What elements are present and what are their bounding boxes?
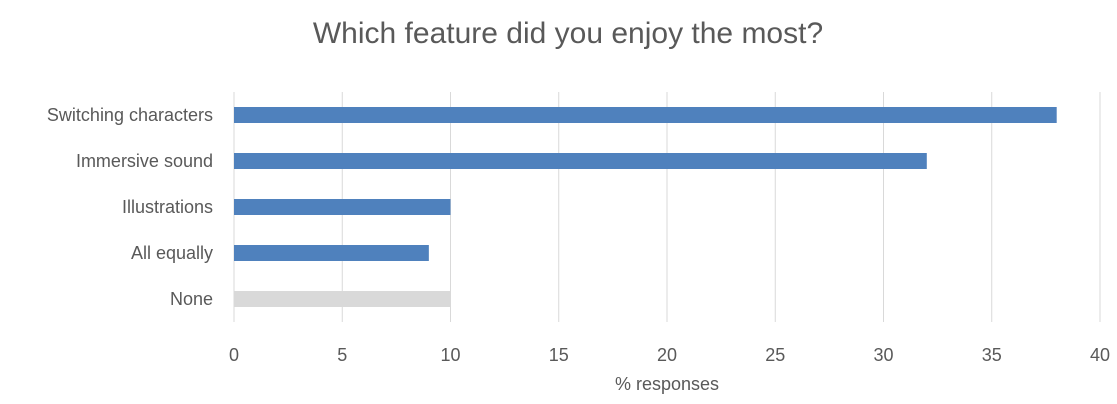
category-labels: Switching characters Immersive sound Illus… (47, 105, 213, 309)
bar-immersive-sound (234, 153, 927, 169)
x-tick-label: 15 (549, 345, 569, 365)
category-label: None (170, 289, 213, 309)
chart-title: Which feature did you enjoy the most? (313, 17, 823, 50)
x-tick-label: 20 (657, 345, 677, 365)
gridlines (233, 92, 1101, 322)
x-tick-label: 0 (229, 345, 239, 365)
x-tick-labels: 0 5 10 15 20 25 30 35 40 (229, 345, 1110, 365)
x-tick-label: 5 (337, 345, 347, 365)
bars (234, 107, 1057, 307)
bar-all-equally (234, 245, 429, 261)
bar-switching-characters (234, 107, 1057, 123)
category-label: Switching characters (47, 105, 213, 125)
x-tick-label: 10 (440, 345, 460, 365)
x-tick-label: 30 (873, 345, 893, 365)
x-tick-label: 25 (765, 345, 785, 365)
bar-none (234, 291, 451, 307)
category-label: Illustrations (122, 197, 213, 217)
x-tick-label: 35 (982, 345, 1002, 365)
x-tick-label: 40 (1090, 345, 1110, 365)
category-label: All equally (131, 243, 213, 263)
bar-illustrations (234, 199, 451, 215)
category-label: Immersive sound (76, 151, 213, 171)
x-axis-label: % responses (615, 374, 719, 394)
